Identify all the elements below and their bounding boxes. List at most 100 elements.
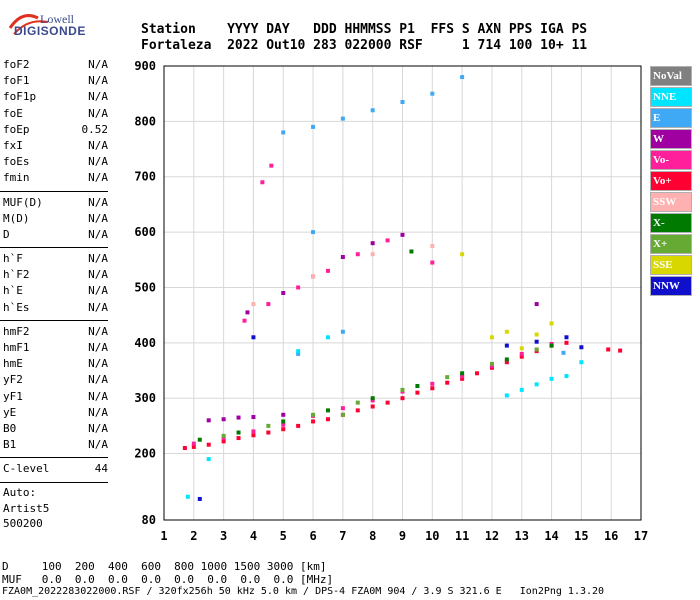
- legend-item: X-: [650, 213, 692, 233]
- data-point: [519, 354, 524, 359]
- data-point: [296, 285, 301, 290]
- params-group-profile: hmF2 N/A hmF1 N/A hmE N/A yF2 N/A yF1 N/A yE N/A B0 N…: [0, 325, 112, 455]
- data-point: [489, 361, 494, 366]
- x-tick-label: 6: [309, 529, 316, 543]
- data-point: [370, 252, 375, 257]
- series-nnw: [197, 335, 584, 501]
- data-point: [385, 238, 390, 243]
- data-point: [191, 444, 196, 449]
- param-value: N/A: [88, 227, 108, 241]
- param-row: foF1p N/A: [0, 90, 112, 106]
- muf-row: MUF 0.0 0.0 0.0 0.0 0.0 0.0 0.0 0.0 [MHz…: [2, 573, 334, 586]
- data-point: [242, 318, 247, 323]
- data-point: [296, 423, 301, 428]
- header-line-2: Fortaleza 2022 Out10 283 022000 RSF 1 71…: [141, 38, 588, 53]
- param-label: foF2: [3, 58, 30, 71]
- data-point: [236, 415, 241, 420]
- data-point: [245, 310, 250, 315]
- data-point: [266, 302, 271, 307]
- data-point: [197, 437, 202, 442]
- param-label: MUF(D): [3, 195, 43, 209]
- x-tick-label: 14: [544, 529, 558, 543]
- param-row: foEp 0.52: [0, 123, 112, 139]
- header-line-1: Station YYYY DAY DDD HHMMSS P1 FFS S AXN…: [141, 22, 588, 37]
- data-point: [606, 347, 611, 352]
- y-tick-label: 400: [134, 336, 156, 350]
- data-point: [561, 350, 566, 355]
- param-value: N/A: [88, 373, 108, 387]
- data-point: [460, 371, 465, 376]
- param-row: foF1 N/A: [0, 74, 112, 90]
- y-axis-ticks: 80 200 300 400 500 600 700 800 900: [134, 59, 156, 527]
- param-value: N/A: [88, 155, 108, 169]
- data-point: [311, 274, 316, 279]
- data-point: [221, 417, 226, 422]
- data-point: [385, 400, 390, 405]
- data-point: [534, 339, 539, 344]
- x-tick-label: 17: [634, 529, 648, 543]
- x-tick-label: 12: [485, 529, 499, 543]
- data-point: [370, 404, 375, 409]
- data-point: [534, 347, 539, 352]
- data-point: [475, 371, 480, 376]
- x-tick-label: 4: [250, 529, 257, 543]
- x-tick-label: 8: [369, 529, 376, 543]
- x-tick-label: 11: [455, 529, 469, 543]
- param-value: N/A: [88, 300, 108, 314]
- param-row: yE N/A: [0, 406, 112, 422]
- param-label: B1: [3, 438, 17, 452]
- param-label: foF1p: [3, 90, 37, 104]
- legend-item: NNE: [650, 87, 692, 107]
- data-point: [221, 433, 226, 438]
- parameters-panel: foF2 N/A foF1 N/A foF1p N/A foE N/A foEp 0.52 fxI N…: [0, 58, 112, 487]
- param-label: hmE: [3, 357, 23, 371]
- param-label: fxI: [3, 138, 23, 152]
- param-row: hmF2 N/A: [0, 325, 112, 341]
- data-point: [430, 91, 435, 96]
- data-point: [460, 376, 465, 381]
- param-label: yE: [3, 405, 17, 419]
- data-point: [281, 130, 286, 135]
- data-point: [579, 345, 584, 350]
- data-point: [266, 430, 271, 435]
- data-point: [564, 374, 569, 379]
- data-point: [504, 357, 509, 362]
- param-row: fxI N/A: [0, 139, 112, 155]
- data-point: [400, 232, 405, 237]
- chart-grid: [163, 65, 642, 521]
- params-group-clevel: C-level 44: [0, 462, 112, 478]
- data-point: [519, 346, 524, 351]
- data-point: [340, 116, 345, 121]
- data-point: [549, 343, 554, 348]
- param-label: B0: [3, 421, 17, 435]
- data-point: [340, 406, 345, 411]
- param-label: foEp: [3, 122, 30, 136]
- param-label: M(D): [3, 211, 30, 225]
- y-tick-label: 800: [134, 114, 156, 128]
- param-value: N/A: [88, 211, 108, 225]
- x-tick-label: 13: [515, 529, 529, 543]
- data-point: [340, 412, 345, 417]
- data-point: [311, 230, 316, 235]
- legend-item: W: [650, 129, 692, 149]
- data-point: [400, 387, 405, 392]
- data-point: [460, 75, 465, 80]
- param-value: N/A: [88, 357, 108, 371]
- param-row: hmE N/A: [0, 357, 112, 373]
- data-point: [251, 415, 256, 420]
- data-point: [564, 340, 569, 345]
- param-value: N/A: [88, 252, 108, 266]
- param-row: h`F2 N/A: [0, 268, 112, 284]
- param-label: h`F2: [3, 268, 30, 282]
- data-point: [281, 419, 286, 424]
- param-value: N/A: [88, 195, 108, 209]
- data-point: [504, 393, 509, 398]
- x-tick-label: 9: [399, 529, 406, 543]
- data-point: [281, 412, 286, 417]
- param-label: yF1: [3, 389, 23, 403]
- logo-swoosh-icon: [8, 14, 49, 35]
- param-row: h`F N/A: [0, 252, 112, 268]
- series-w: [206, 232, 539, 423]
- param-value: N/A: [88, 268, 108, 282]
- auto-artist: Artist5: [3, 502, 50, 515]
